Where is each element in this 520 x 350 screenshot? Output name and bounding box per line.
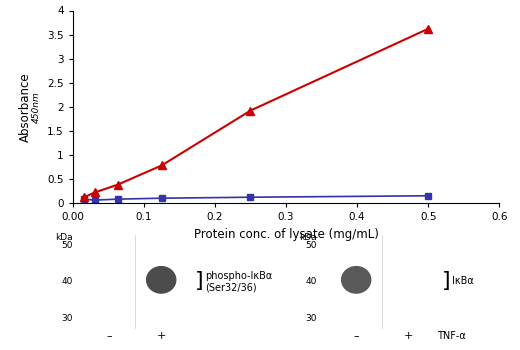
Text: 40: 40 — [61, 277, 73, 286]
Text: 50: 50 — [306, 241, 317, 250]
Text: IκBα: IκBα — [452, 276, 474, 286]
Text: 50: 50 — [61, 241, 73, 250]
Text: kDa: kDa — [55, 233, 73, 242]
Ellipse shape — [342, 267, 371, 293]
Text: –: – — [354, 331, 359, 341]
Text: 40: 40 — [306, 277, 317, 286]
Text: kDa: kDa — [300, 233, 317, 242]
Ellipse shape — [147, 267, 176, 293]
Text: TNF-α: TNF-α — [437, 331, 465, 341]
Text: ]: ] — [195, 271, 204, 292]
Text: 30: 30 — [306, 314, 317, 323]
Text: Absorbance: Absorbance — [19, 72, 32, 141]
Text: ]: ] — [442, 271, 451, 292]
Text: phospho-IκBα
(Ser32/36): phospho-IκBα (Ser32/36) — [205, 271, 272, 292]
Text: 450nm: 450nm — [32, 91, 41, 122]
Text: –: – — [107, 331, 112, 341]
X-axis label: Protein conc. of lysate (mg/mL): Protein conc. of lysate (mg/mL) — [193, 228, 379, 240]
Text: +: + — [404, 331, 413, 341]
Text: 30: 30 — [61, 314, 73, 323]
Text: +: + — [157, 331, 166, 341]
